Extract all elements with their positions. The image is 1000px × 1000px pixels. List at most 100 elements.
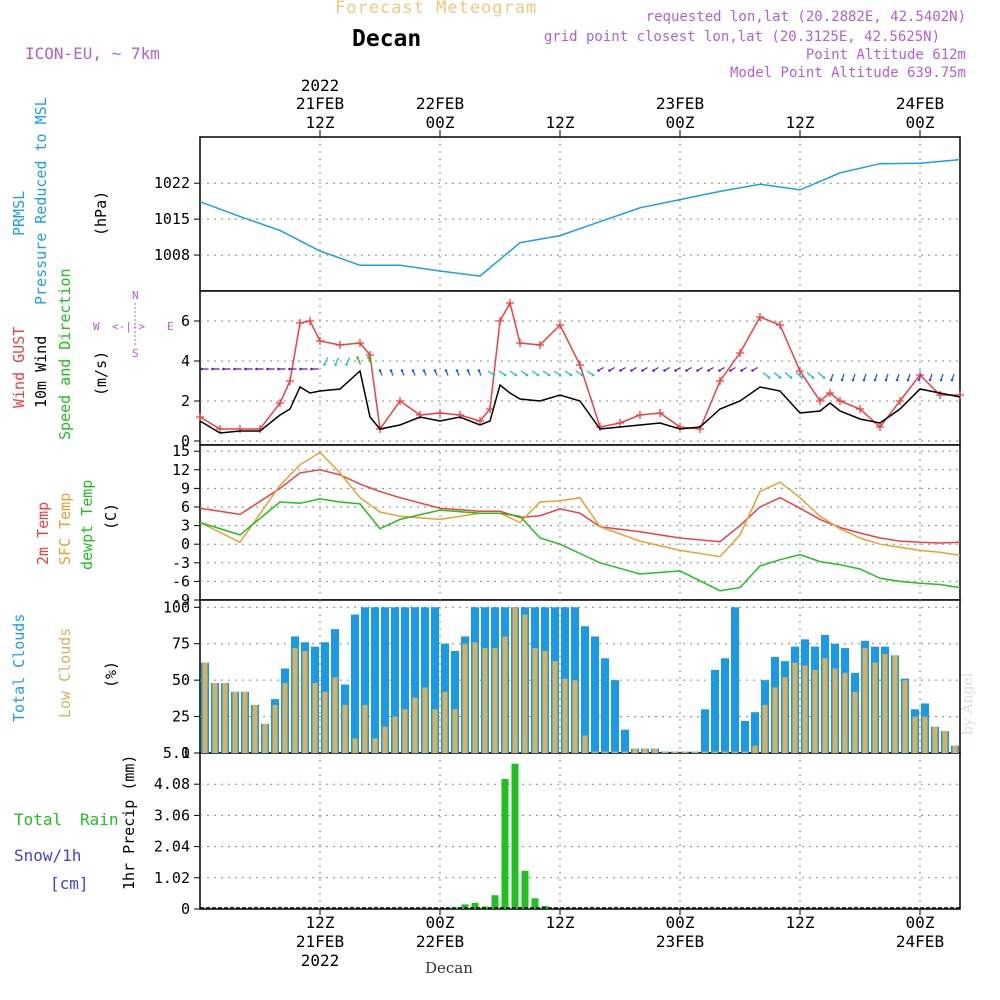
wind-arrow-head-icon	[444, 369, 448, 372]
low-cloud-bar	[202, 662, 208, 753]
low-cloud-bar	[532, 648, 538, 753]
wind-arrow-head-icon	[851, 378, 855, 382]
wind-arrow-head-icon	[580, 373, 584, 377]
compass-arrows-icon: <-|->	[112, 320, 145, 333]
bottom-tick-label: 00Z	[666, 913, 695, 932]
low-cloud-bar	[372, 738, 378, 753]
wind-arrow-head-icon	[558, 373, 562, 377]
y-tick-label: 9	[181, 479, 190, 497]
gust-label: Wind GUST	[10, 327, 28, 408]
wind-arrow-head-icon	[663, 369, 666, 372]
low-cloud-bar	[472, 642, 478, 753]
wind10m-label: 10m Wind	[32, 336, 50, 408]
y-tick-label: 6	[181, 498, 190, 516]
total-cloud-bar	[581, 626, 589, 753]
pressure-line	[199, 158, 961, 277]
total-cloud-bar	[701, 709, 709, 753]
wind-arrow-head-icon	[789, 376, 793, 379]
gust-marker	[506, 299, 514, 307]
low-cloud-bar	[812, 669, 818, 753]
low-cloud-bar	[362, 704, 368, 753]
low-cloud-bar	[792, 662, 798, 753]
model-altitude: Model Point Altitude 639.75m	[729, 65, 966, 81]
low-cloud-bar	[632, 748, 638, 753]
y-tick-label: 0	[181, 432, 190, 450]
panel-frames	[199, 136, 961, 910]
wind-arrow-head-icon	[255, 367, 258, 371]
low-cloud-bar	[312, 683, 318, 753]
low-cloud-bar	[482, 648, 488, 753]
wind-arrow-head-icon	[939, 378, 943, 382]
precip-axis-label: 1hr Precip (mm)	[120, 755, 138, 890]
y-tick-label: 5.1	[163, 744, 190, 762]
wind-arrow-head-icon	[378, 369, 382, 372]
low-cloud-bar	[552, 661, 558, 753]
gust-marker	[896, 397, 904, 405]
low-cloud-bar	[322, 691, 328, 753]
low-cloud-bar	[212, 683, 218, 753]
low-cloud-bar	[382, 726, 388, 753]
wind-arrow-head-icon	[323, 363, 326, 366]
y-tick-label: 0	[181, 744, 190, 762]
precip-labels: Total Rain Snow/1h [cm] 1hr Precip (mm)	[14, 755, 138, 893]
top-tick-label: 12Z	[306, 113, 335, 132]
wind-arrow-head-icon	[288, 367, 291, 371]
requested-coords: requested lon,lat (20.2882E, 42.5402N)	[645, 9, 966, 25]
rain-bar	[501, 779, 509, 909]
low-cloud-bar	[622, 751, 628, 753]
low-cloud-bar	[952, 745, 958, 753]
wind-arrow-head-icon	[718, 369, 721, 372]
point-altitude: Point Altitude 612m	[805, 47, 966, 63]
wind-arrow-head-icon	[906, 378, 910, 382]
gust-marker	[306, 317, 314, 325]
top-year-label: 2022	[301, 76, 340, 95]
y-tick-label: 12	[172, 461, 190, 479]
wind-arrow-head-icon	[873, 378, 877, 382]
wind-arrow-head-icon	[696, 369, 699, 372]
total-cloud-bar	[381, 607, 389, 753]
gust-marker	[496, 317, 504, 325]
gust-marker	[576, 361, 584, 369]
dewpt-label: dewpt Temp	[78, 480, 96, 570]
total-cloud-bar	[601, 658, 609, 753]
bottom-tick-label: 12Z	[546, 913, 575, 932]
bottom-tick-label: 12Z	[786, 913, 815, 932]
top-date-label: 23FEB	[656, 94, 704, 113]
low-cloud-bar	[522, 614, 528, 753]
gust-marker	[336, 341, 344, 349]
wind-arrow-head-icon	[367, 356, 370, 359]
gust-marker	[876, 423, 884, 431]
wind-arrow-head-icon	[411, 369, 415, 372]
low-cloud-bar	[602, 751, 608, 753]
pressure-labels: PRMSL Pressure Reduced to MSL (hPa)	[10, 97, 110, 305]
y-tick-label: 3.06	[154, 806, 190, 824]
low-cloud-bar	[662, 751, 668, 753]
wind-arrow-head-icon	[200, 367, 203, 371]
wind-arrow-head-icon	[950, 378, 954, 382]
bottom-tick-label: 00Z	[426, 913, 455, 932]
low-cloud-bar	[942, 731, 948, 753]
low-cloud-bar	[832, 668, 838, 753]
low-cloud-bar	[562, 678, 568, 753]
wind-labels: Wind GUST 10m Wind Speed and Direction (…	[10, 268, 174, 440]
wind-arrow-head-icon	[641, 369, 644, 372]
low-cloud-bar	[852, 691, 858, 753]
gust-marker	[776, 321, 784, 329]
gust-marker	[396, 397, 404, 405]
data-layer	[196, 158, 964, 909]
low-cloud-bar	[432, 709, 438, 753]
low-cloud-bar	[932, 726, 938, 753]
total-clouds-label: Total Clouds	[10, 614, 28, 722]
wind-arrow-head-icon	[455, 369, 459, 372]
grid-point-coords: grid point closest lon,lat (20.3125E, 42…	[543, 29, 940, 45]
temp-labels: 2m Temp SFC Temp dewpt Temp (C)	[34, 480, 120, 570]
wind-arrow-head-icon	[466, 369, 470, 372]
gust-marker	[316, 337, 324, 345]
low-cloud-bar	[292, 648, 298, 753]
panel-frame-4	[199, 752, 961, 910]
low-cloud-bar	[512, 607, 518, 753]
bottom-year-label: 2022	[301, 951, 340, 970]
gust-marker	[356, 339, 364, 347]
low-cloud-bar	[822, 658, 828, 753]
